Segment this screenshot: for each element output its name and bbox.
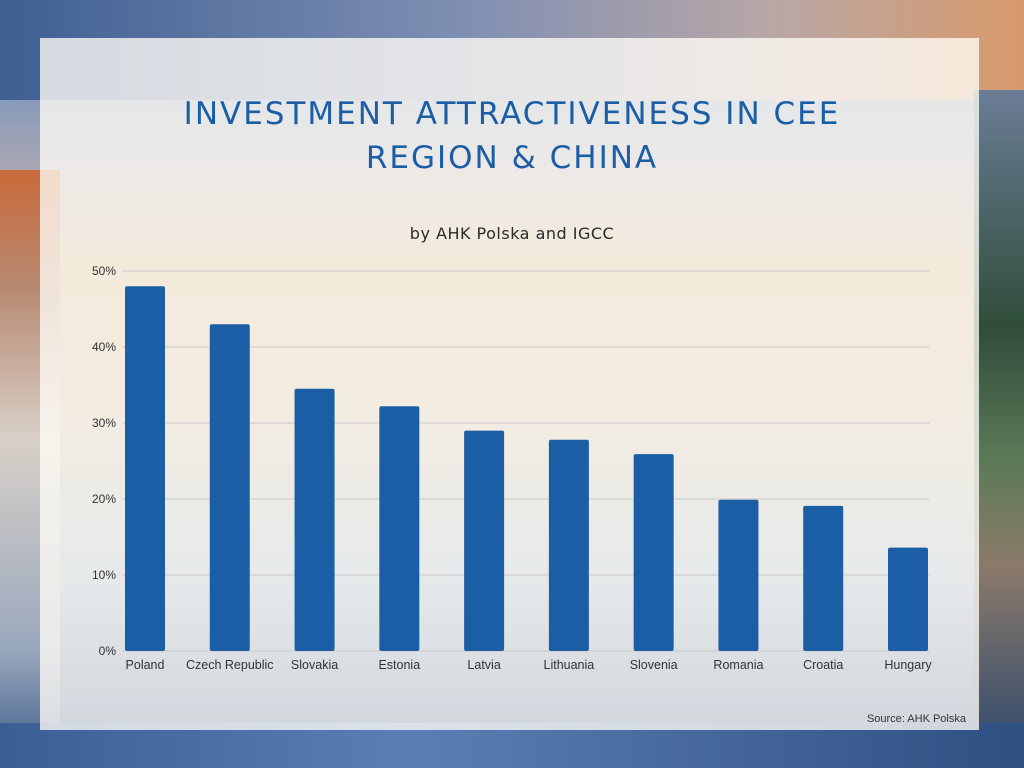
background-right-city (974, 90, 1024, 768)
chart-subtitle: by AHK Polska and IGCC (409, 224, 615, 243)
x-category-label: Slovenia (630, 658, 678, 672)
background-street (0, 723, 1024, 768)
x-category-label: Slovakia (291, 658, 338, 672)
y-tick-label: 0% (99, 644, 117, 658)
chart-title-line-1: INVESTMENT ATTRACTIVENESS IN CEE (183, 96, 841, 132)
x-category-label: Poland (126, 658, 165, 672)
bar-lithuania (548, 439, 589, 651)
x-category-label: Romania (713, 658, 763, 672)
y-tick-label: 30% (92, 416, 116, 430)
source-note: Source: AHK Polska (866, 713, 966, 725)
bar-slovenia (633, 454, 674, 651)
bar-czech-republic (209, 324, 250, 651)
x-category-label: Croatia (803, 658, 843, 672)
y-tick-label: 20% (92, 492, 116, 506)
bar-croatia (803, 505, 844, 651)
y-tick-label: 10% (92, 568, 116, 582)
bar-latvia (464, 430, 505, 651)
bar-hungary (888, 547, 928, 651)
bar-estonia (379, 406, 420, 651)
x-category-label: Hungary (884, 658, 932, 672)
y-tick-label: 40% (92, 340, 116, 354)
x-category-label: Latvia (467, 658, 500, 672)
x-category-label: Lithuania (544, 658, 595, 672)
x-category-label: Estonia (378, 658, 420, 672)
bar-poland (125, 286, 165, 651)
chart-title: INVESTMENT ATTRACTIVENESS IN CEE REGION … (0, 92, 1024, 180)
bar-romania (718, 499, 759, 651)
x-category-label: Czech Republic (186, 658, 274, 672)
y-tick-label: 50% (92, 264, 116, 278)
bar-slovakia (294, 388, 335, 651)
chart-title-line-2: REGION & CHINA (365, 140, 659, 176)
